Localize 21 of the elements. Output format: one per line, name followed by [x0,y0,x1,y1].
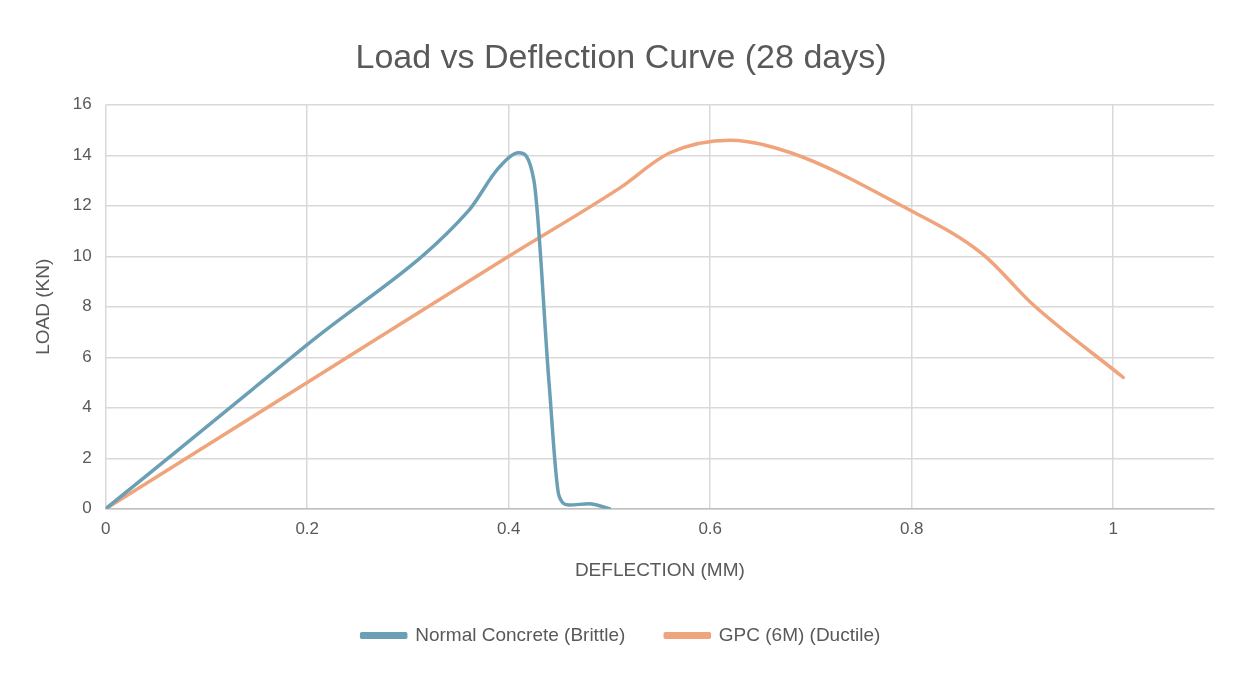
x-tick-label: 0.4 [496,518,521,538]
y-tick-label: 16 [72,94,92,114]
y-tick-label: 4 [82,397,92,417]
x-tick-label: 0.8 [899,518,924,538]
y-tick-label: 8 [82,296,92,316]
y-axis-title: LOAD (KN) [31,258,53,355]
line-series [105,151,612,509]
legend-label: Normal Concrete (Brittle) [415,623,626,645]
y-tick-label: 6 [82,346,92,366]
y-tick-label: 10 [72,245,92,265]
y-tick-label: 0 [82,498,92,518]
x-tick-label: 0.2 [295,518,320,538]
x-axis-title: DEFLECTION (MM) [574,558,745,580]
legend-label: GPC (6M) (Ductile) [718,623,881,645]
y-tick-label: 2 [82,447,92,467]
y-tick-label: 14 [72,144,92,164]
x-tick-label: 0 [100,518,111,538]
x-tick-label: 0.6 [698,518,723,538]
x-tick-label: 1 [1108,518,1118,538]
y-tick-label: 12 [72,195,92,215]
chart-title: Load vs Deflection Curve (28 days) [355,36,887,75]
